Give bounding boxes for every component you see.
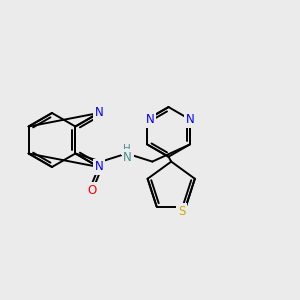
Text: H: H: [123, 143, 130, 154]
Text: S: S: [178, 205, 185, 218]
Text: N: N: [123, 151, 132, 164]
Text: N: N: [186, 113, 194, 126]
Text: N: N: [94, 106, 103, 119]
Text: N: N: [94, 160, 103, 173]
Text: N: N: [146, 113, 154, 126]
Text: O: O: [87, 184, 96, 197]
